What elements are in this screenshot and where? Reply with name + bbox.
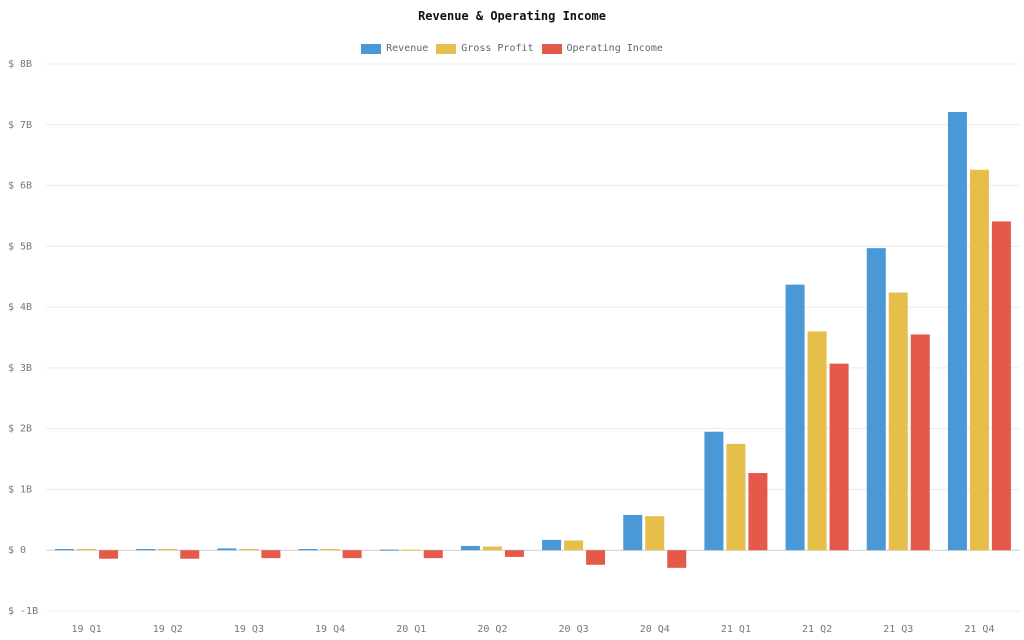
x-tick-label: 21 Q1 bbox=[721, 624, 751, 635]
legend-item-operating-income[interactable]: Operating Income bbox=[541, 43, 663, 54]
bar-operating-income bbox=[504, 550, 524, 557]
bar-revenue bbox=[866, 248, 886, 551]
y-tick-label: $ 4B bbox=[8, 302, 32, 313]
legend-swatch-gross-profit bbox=[436, 43, 457, 54]
x-tick-label: 21 Q2 bbox=[802, 624, 832, 635]
y-tick-label: $ 3B bbox=[8, 363, 32, 374]
x-tick-label: 20 Q2 bbox=[477, 624, 507, 635]
x-tick-label: 20 Q3 bbox=[559, 624, 589, 635]
y-tick-label: $ 6B bbox=[8, 181, 32, 192]
bar-gross-profit bbox=[807, 331, 827, 551]
bar-revenue bbox=[460, 545, 480, 551]
bar-gross-profit bbox=[645, 516, 665, 551]
x-tick-label: 19 Q1 bbox=[72, 624, 102, 635]
y-tick-label: $ 8B bbox=[8, 59, 32, 70]
bar-operating-income bbox=[748, 473, 768, 551]
x-tick-label: 19 Q4 bbox=[315, 624, 345, 635]
x-tick-label: 20 Q4 bbox=[640, 624, 670, 635]
bar-gross-profit bbox=[726, 443, 746, 551]
legend-swatch-revenue bbox=[361, 43, 382, 54]
bar-gross-profit bbox=[482, 546, 502, 551]
bar-gross-profit bbox=[888, 292, 908, 551]
legend-swatch-operating-income bbox=[541, 43, 562, 54]
bar-operating-income bbox=[99, 550, 119, 559]
bar-revenue bbox=[136, 549, 156, 551]
chart-title: Revenue & Operating Income bbox=[418, 9, 606, 23]
bar-gross-profit bbox=[401, 549, 421, 551]
bar-gross-profit bbox=[158, 549, 178, 551]
bar-operating-income bbox=[423, 550, 443, 559]
bar-operating-income bbox=[180, 550, 200, 559]
bar-revenue bbox=[947, 112, 967, 551]
y-tick-label: $ 0 bbox=[8, 545, 26, 556]
x-tick-label: 20 Q1 bbox=[396, 624, 426, 635]
bar-operating-income bbox=[342, 550, 362, 559]
bar-gross-profit bbox=[320, 549, 340, 551]
legend-label-revenue: Revenue bbox=[386, 43, 429, 54]
legend-label-gross-profit: Gross Profit bbox=[461, 43, 534, 54]
bar-operating-income bbox=[261, 550, 281, 559]
bar-gross-profit bbox=[564, 540, 584, 551]
x-tick-label: 21 Q4 bbox=[964, 624, 994, 635]
bar-revenue bbox=[55, 549, 75, 551]
bar-gross-profit bbox=[969, 169, 989, 551]
bar-revenue bbox=[704, 431, 724, 551]
bar-operating-income bbox=[991, 221, 1011, 551]
x-tick-label: 21 Q3 bbox=[883, 624, 913, 635]
bar-operating-income bbox=[829, 363, 849, 551]
x-tick-label: 19 Q3 bbox=[234, 624, 264, 635]
y-tick-label: $ 7B bbox=[8, 120, 32, 131]
bar-revenue bbox=[785, 284, 805, 551]
legend-item-revenue[interactable]: Revenue bbox=[361, 43, 428, 54]
bar-gross-profit bbox=[77, 549, 97, 551]
bar-revenue bbox=[217, 548, 237, 551]
bar-revenue bbox=[379, 549, 399, 551]
y-tick-label: $ 2B bbox=[8, 424, 32, 435]
bar-operating-income bbox=[910, 334, 930, 551]
legend-item-gross-profit[interactable]: Gross Profit bbox=[436, 43, 534, 54]
legend: Revenue Gross Profit Operating Income bbox=[0, 43, 1024, 54]
y-tick-label: $ 1B bbox=[8, 484, 32, 495]
bar-revenue bbox=[623, 514, 643, 551]
bar-operating-income bbox=[667, 550, 687, 568]
bar-revenue bbox=[298, 549, 318, 551]
bar-gross-profit bbox=[239, 549, 259, 551]
bar-revenue bbox=[542, 539, 562, 551]
x-tick-label: 19 Q2 bbox=[153, 624, 183, 635]
legend-label-operating-income: Operating Income bbox=[566, 43, 663, 54]
y-tick-label: $ 5B bbox=[8, 241, 32, 252]
y-tick-label: $ -1B bbox=[8, 606, 38, 617]
bar-operating-income bbox=[586, 550, 606, 565]
